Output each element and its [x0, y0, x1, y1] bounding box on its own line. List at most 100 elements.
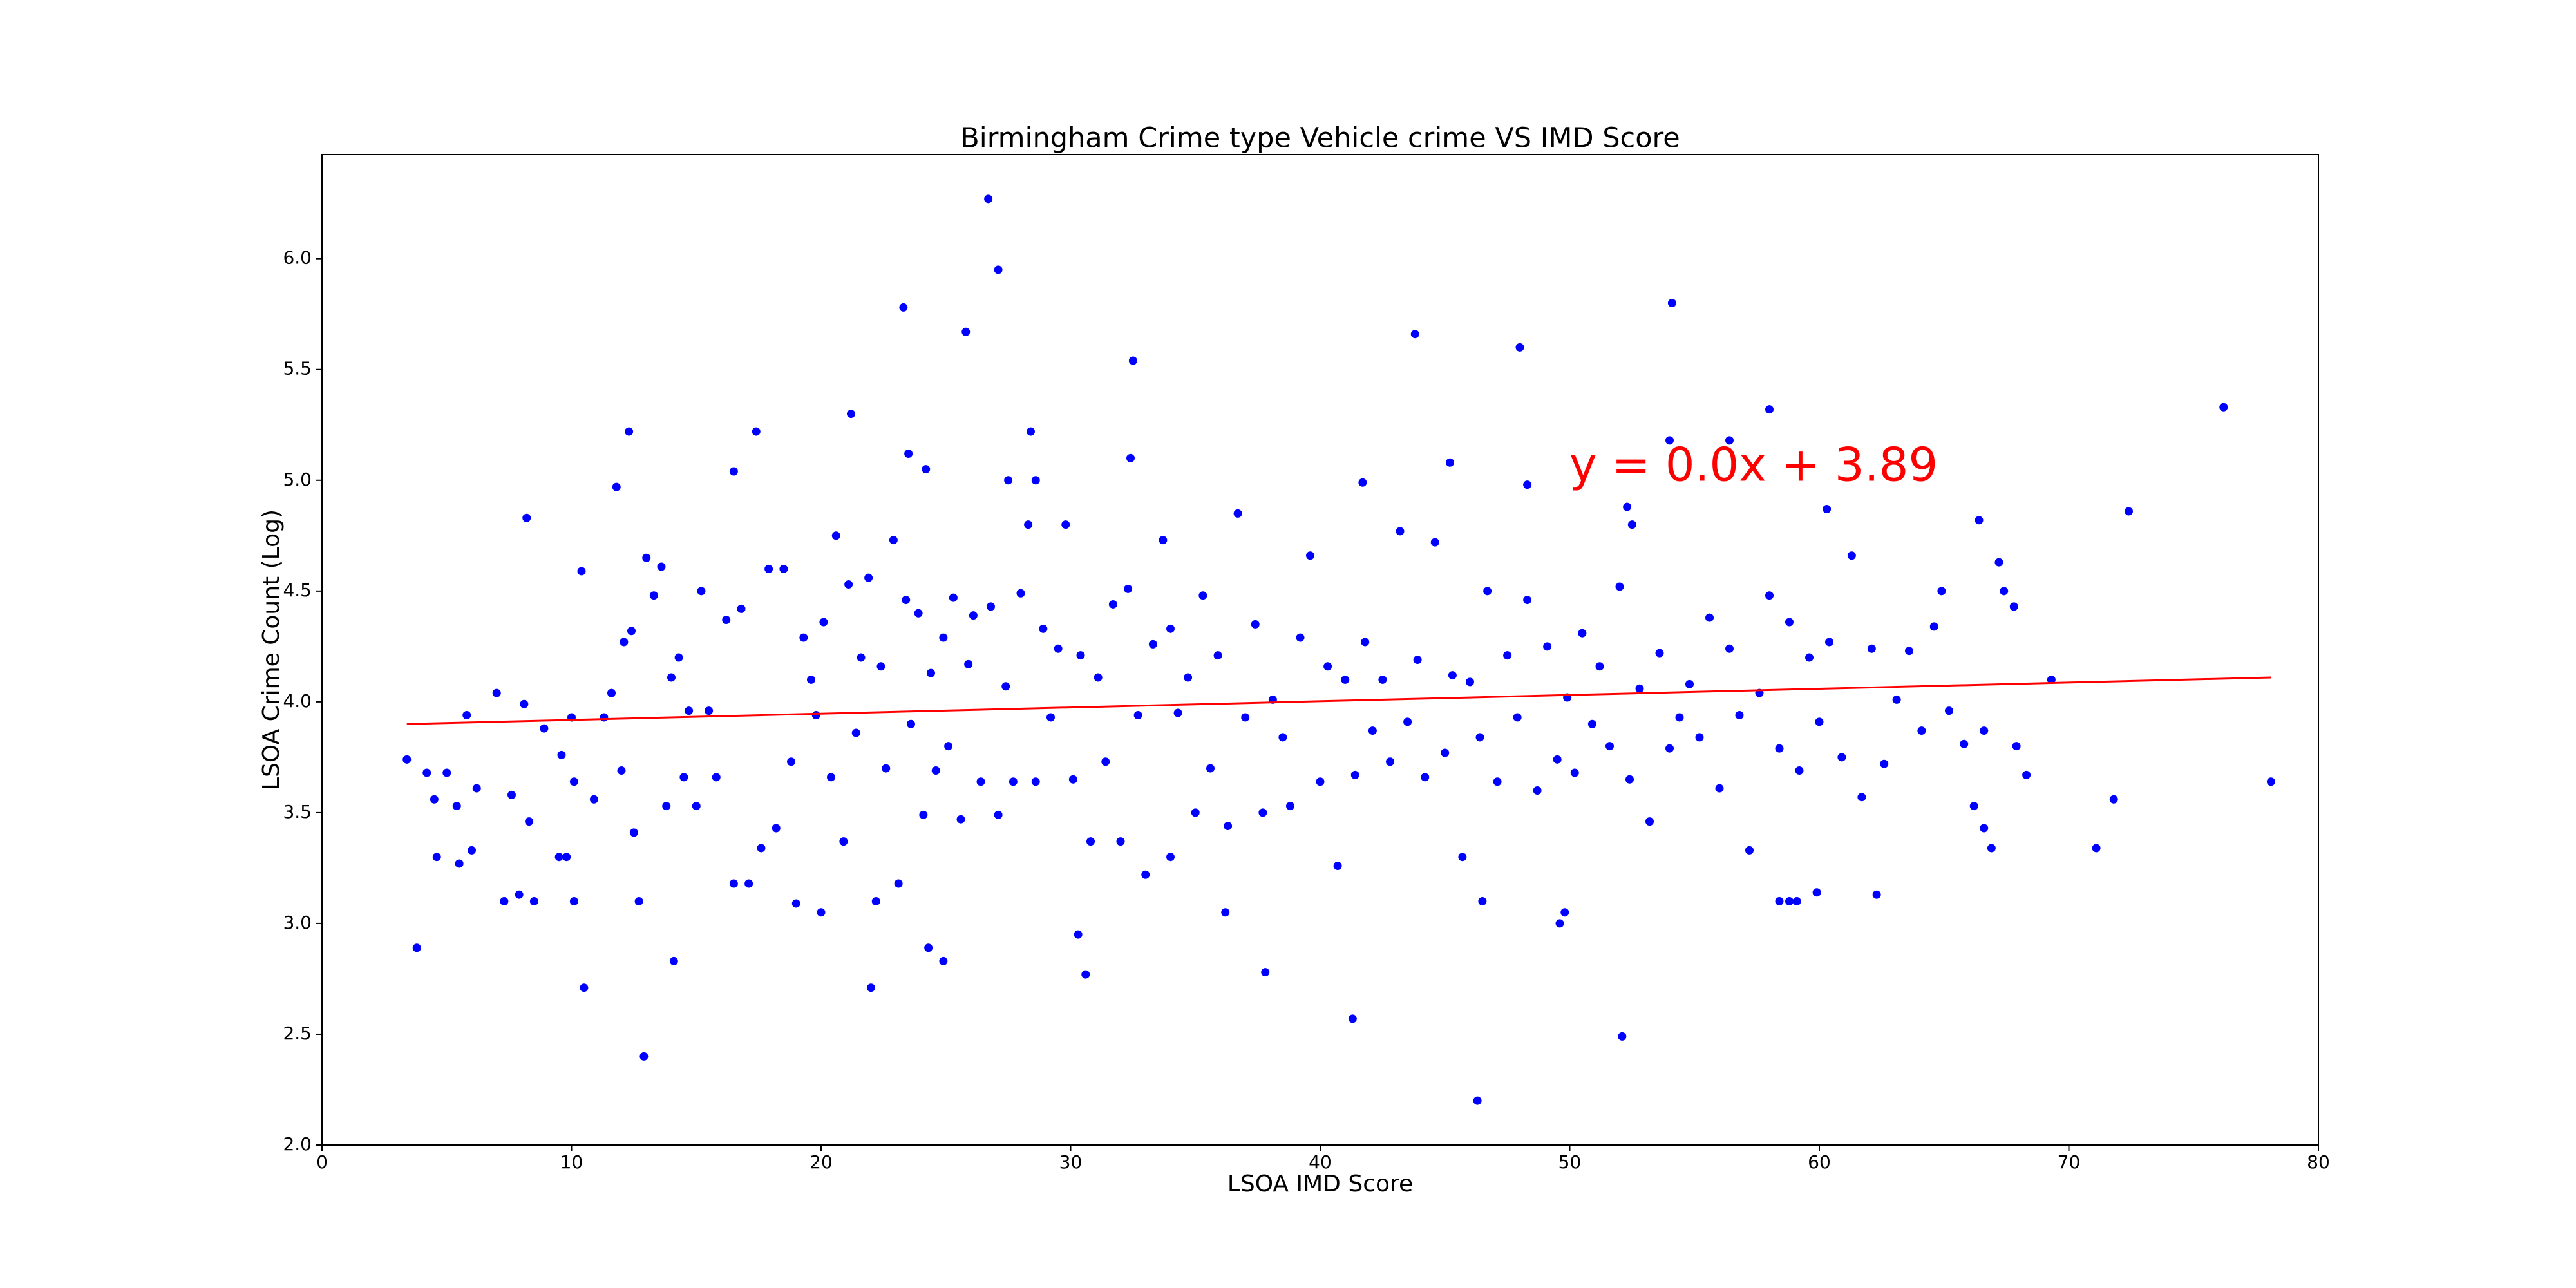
scatter-point — [1605, 742, 1614, 751]
scatter-point — [844, 580, 853, 589]
scatter-point — [529, 897, 538, 906]
scatter-point — [1533, 786, 1542, 795]
y-tick-label: 5.5 — [283, 358, 312, 379]
scatter-point — [994, 265, 1003, 274]
scatter-point — [894, 879, 903, 888]
scatter-point — [1483, 587, 1492, 596]
scatter-point — [1937, 587, 1946, 596]
scatter-point — [612, 482, 621, 491]
scatter-point — [468, 846, 476, 855]
scatter-point — [2125, 507, 2133, 516]
scatter-point — [931, 766, 940, 775]
y-tick-label: 3.0 — [283, 912, 312, 933]
scatter-point — [1513, 713, 1522, 722]
scatter-point — [1478, 897, 1487, 906]
scatter-point — [817, 908, 826, 917]
scatter-point — [642, 553, 651, 562]
scatter-point — [1358, 478, 1367, 487]
scatter-point — [1867, 644, 1876, 653]
scatter-point — [757, 844, 766, 853]
scatter-point — [1987, 844, 1996, 853]
scatter-point — [737, 604, 746, 613]
scatter-point — [692, 802, 701, 811]
scatter-point — [629, 828, 638, 837]
scatter-point — [1515, 343, 1524, 352]
scatter-point — [939, 956, 948, 965]
scatter-point — [522, 513, 531, 522]
scatter-point — [1333, 861, 1342, 870]
scatter-point — [1224, 822, 1233, 831]
scatter-point — [1001, 682, 1010, 691]
scatter-point — [1116, 837, 1125, 846]
scatter-point — [1213, 651, 1222, 660]
scatter-point — [1675, 713, 1684, 722]
scatter-point — [1031, 777, 1040, 786]
scatter-point — [1421, 773, 1430, 782]
scatter-point — [847, 410, 855, 419]
scatter-point — [1625, 775, 1634, 784]
scatter-point — [811, 711, 820, 720]
scatter-point — [1039, 624, 1048, 633]
scatter-point — [1857, 793, 1866, 802]
scatter-point — [1665, 436, 1674, 445]
scatter-point — [871, 897, 880, 906]
scatter-point — [2022, 770, 2031, 779]
scatter-point — [787, 757, 795, 766]
scatter-point — [1126, 453, 1135, 462]
scatter-point — [472, 784, 481, 793]
scatter-point — [402, 755, 412, 764]
scatter-point — [1081, 970, 1090, 979]
scatter-point — [876, 662, 886, 671]
scatter-point — [1765, 591, 1774, 600]
scatter-point — [627, 627, 636, 636]
scatter-point — [649, 591, 658, 600]
scatter-point — [1523, 480, 1532, 489]
scatter-point — [2009, 602, 2018, 611]
scatter-point — [1233, 509, 1242, 518]
scatter-point — [2092, 844, 2101, 853]
scatter-point — [1543, 642, 1552, 651]
scatter-point — [1994, 558, 2003, 567]
scatter-point — [1173, 708, 1182, 717]
scatter-point — [1665, 744, 1674, 753]
scatter-point — [1775, 744, 1784, 753]
scatter-point — [1570, 768, 1579, 777]
scatter-point — [557, 750, 566, 759]
scatter-point — [1206, 764, 1215, 773]
x-tick-label: 60 — [1808, 1151, 1831, 1173]
scatter-point — [1191, 808, 1200, 817]
scatter-point — [525, 817, 534, 826]
scatter-point — [422, 768, 431, 777]
x-tick-label: 80 — [2307, 1151, 2330, 1173]
scatter-point — [1446, 458, 1454, 467]
scatter-point — [1792, 897, 1801, 906]
scatter-point — [1031, 476, 1040, 485]
scatter-point — [1745, 846, 1754, 855]
scatter-point — [569, 897, 578, 906]
scatter-point — [922, 465, 931, 474]
scatter-point — [1975, 516, 1984, 525]
scatter-point — [807, 675, 815, 684]
scatter-point — [412, 943, 421, 952]
scatter-point — [520, 699, 529, 708]
scatter-point — [927, 668, 935, 677]
scatter-point — [1667, 299, 1676, 308]
scatter-point — [562, 853, 571, 862]
scatter-point — [1847, 551, 1856, 560]
scatter-point — [1735, 711, 1744, 720]
scatter-point — [1795, 766, 1804, 775]
scatter-point — [620, 638, 629, 647]
scatter-point — [669, 956, 678, 965]
scatter-point — [1403, 717, 1412, 726]
scatter-point — [462, 711, 471, 720]
scatter-point — [1555, 919, 1564, 928]
scatter-point — [1316, 777, 1325, 786]
y-axis-label: LSOA Crime Count (Log) — [258, 509, 285, 790]
scatter-point — [1695, 733, 1704, 742]
scatter-point — [430, 795, 439, 804]
scatter-point — [1775, 897, 1784, 906]
scatter-point — [729, 467, 738, 476]
scatter-point — [1016, 589, 1025, 598]
x-tick-label: 0 — [316, 1151, 328, 1173]
scatter-point — [779, 564, 788, 573]
